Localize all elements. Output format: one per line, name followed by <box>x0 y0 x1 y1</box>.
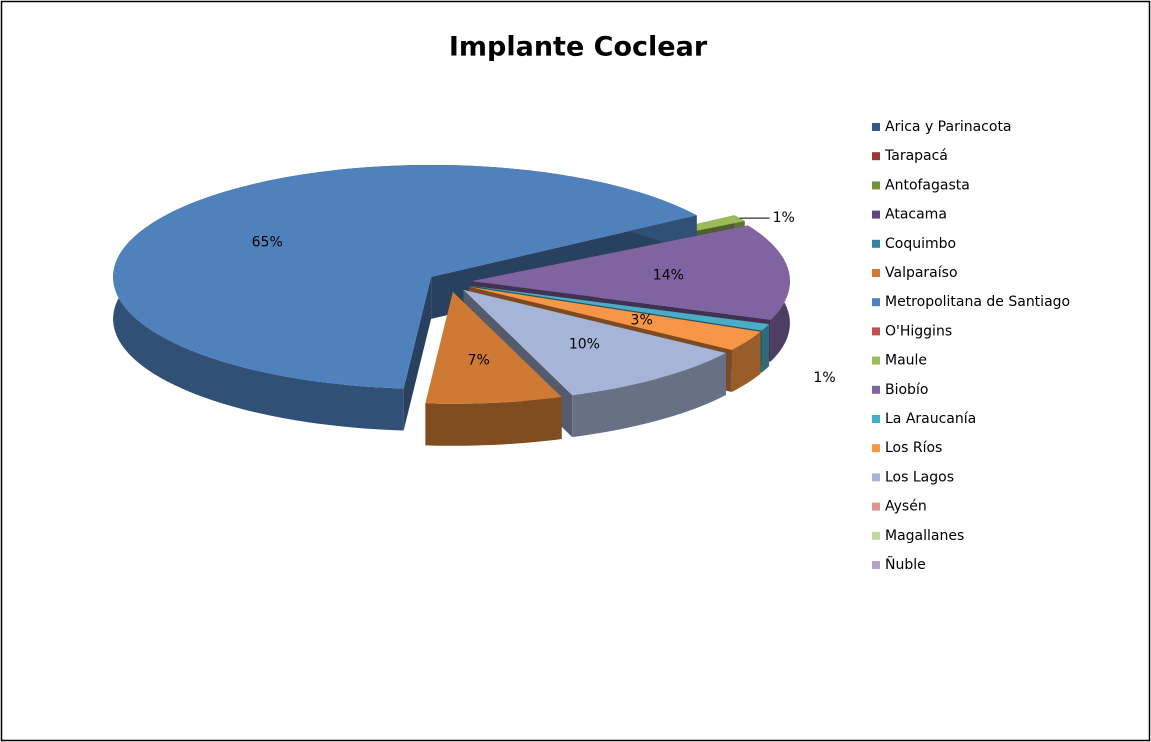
slice-top <box>113 164 697 389</box>
legend-label: Magallanes <box>885 528 964 544</box>
legend-label: Ñuble <box>885 556 926 573</box>
legend-label: O'Higgins <box>885 323 952 339</box>
legend-label: Antofagasta <box>885 177 970 193</box>
chart-title: Implante Coclear <box>449 32 708 63</box>
legend-label: Tarapacá <box>884 148 948 164</box>
legend-swatch <box>872 123 880 131</box>
legend-swatch <box>872 356 880 365</box>
slice-wall <box>403 276 432 431</box>
legend-swatch <box>872 152 880 161</box>
data-label: 65% <box>252 235 283 251</box>
slice-top <box>457 291 567 397</box>
slice-top <box>470 285 770 331</box>
legend-label: Coquimbo <box>885 236 956 252</box>
legend-label: Valparaíso <box>885 265 958 281</box>
legend-label: Los Lagos <box>885 469 954 485</box>
legend-label: Maule <box>885 353 927 369</box>
data-label: 1% <box>813 370 835 386</box>
data-label: 10% <box>569 337 600 353</box>
legend-swatch <box>872 210 880 219</box>
legend-swatch <box>872 269 880 277</box>
pie-slice <box>457 291 567 397</box>
legend-swatch <box>872 502 880 511</box>
slice-rim <box>731 331 761 393</box>
legend-label: Arica y Parinacota <box>885 119 1012 135</box>
legend-label: Los Ríos <box>885 440 942 456</box>
legend-swatch <box>872 444 880 453</box>
legend-swatch <box>872 327 880 336</box>
legend-swatch <box>872 239 880 248</box>
legend-swatch <box>872 415 880 423</box>
legend-swatch <box>872 531 880 540</box>
slice-rim <box>425 397 562 446</box>
legend-label: La Araucanía <box>885 411 976 427</box>
legend-swatch <box>872 473 880 482</box>
slice-top <box>425 291 562 404</box>
legend-label: Atacama <box>885 207 947 223</box>
pie-slice <box>425 291 562 446</box>
slice-top <box>471 225 790 320</box>
data-label: 1% <box>773 210 795 226</box>
slice-top <box>469 286 761 351</box>
legend-label: Aysén <box>885 499 927 515</box>
legend-swatch <box>872 561 880 569</box>
legend-label: Biobío <box>885 382 928 398</box>
slice-rim <box>761 324 770 373</box>
legend-swatch <box>872 385 880 394</box>
slice-rim <box>572 353 727 438</box>
data-label: 14% <box>653 267 684 283</box>
data-label: 7% <box>468 353 490 369</box>
legend-label: Metropolitana de Santiago <box>885 294 1070 310</box>
data-label: 3% <box>631 312 653 328</box>
slice-top <box>468 214 734 277</box>
pie-slice <box>468 214 734 277</box>
slice-top <box>463 289 727 396</box>
legend-swatch <box>872 181 880 190</box>
legend-swatch <box>872 298 880 307</box>
